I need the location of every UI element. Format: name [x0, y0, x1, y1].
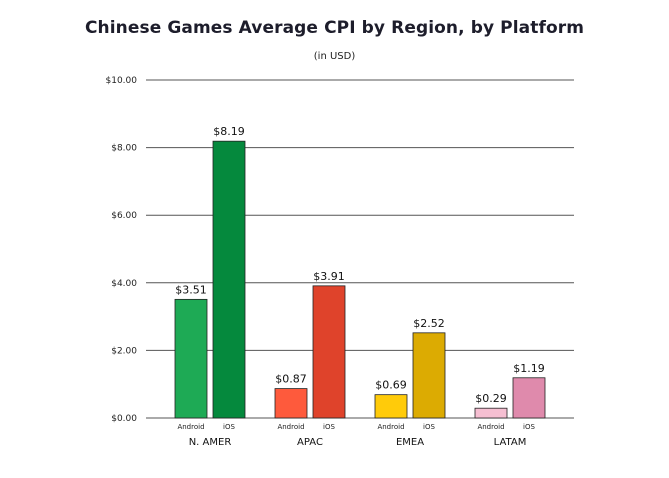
category-label: LATAM: [494, 437, 527, 448]
y-tick-label: $8.00: [111, 144, 137, 154]
bar: [312, 285, 346, 419]
data-label: $3.91: [313, 270, 345, 283]
y-tick-label: $10.00: [106, 76, 138, 86]
y-tick-label: $4.00: [111, 279, 137, 289]
platform-label: iOS: [523, 423, 535, 431]
data-label: $2.52: [413, 317, 445, 330]
data-label: $0.87: [275, 373, 307, 386]
bar: [274, 388, 308, 419]
data-label: $1.19: [513, 362, 545, 375]
category-label: N. AMER: [189, 437, 232, 448]
bar: [212, 140, 246, 419]
bar: [174, 298, 208, 419]
platform-label: Android: [377, 423, 404, 431]
platform-label: iOS: [223, 423, 235, 431]
data-label: $0.69: [375, 379, 407, 392]
platform-label: Android: [477, 423, 504, 431]
data-label: $8.19: [213, 125, 245, 138]
y-tick-label: $2.00: [111, 346, 137, 356]
platform-label: iOS: [323, 423, 335, 431]
chart-title: Chinese Games Average CPI by Region, by …: [84, 18, 585, 38]
category-label: APAC: [297, 437, 323, 448]
y-tick-label: $6.00: [111, 211, 137, 221]
category-label: EMEA: [396, 437, 424, 448]
bar: [512, 377, 546, 419]
y-tick-label: $0.00: [111, 414, 137, 424]
platform-label: Android: [277, 423, 304, 431]
platform-label: Android: [177, 423, 204, 431]
chart-subtitle: (in USD): [313, 51, 356, 62]
bar: [412, 332, 446, 419]
bar: [474, 407, 508, 419]
data-label: $0.29: [475, 392, 507, 405]
platform-label: iOS: [423, 423, 435, 431]
data-label: $3.51: [175, 283, 207, 296]
bar: [374, 394, 408, 419]
